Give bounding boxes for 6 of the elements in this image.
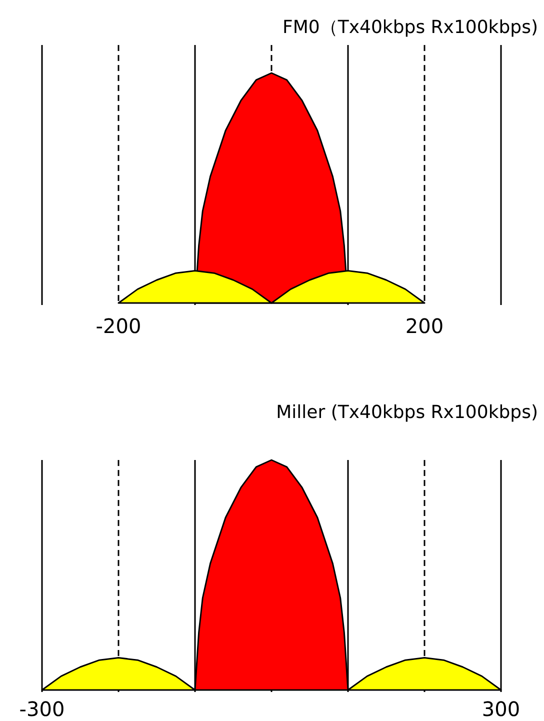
x-tick-label: -200 [96, 314, 142, 338]
chart-title: Miller (Tx40kbps Rx100kbps) [276, 402, 538, 423]
chart-title: FM0（Tx40kbps Rx100kbps) [282, 17, 538, 38]
x-tick-label: 300 [482, 697, 520, 721]
x-tick-label: -300 [19, 697, 65, 721]
x-tick-label: 200 [405, 314, 444, 338]
